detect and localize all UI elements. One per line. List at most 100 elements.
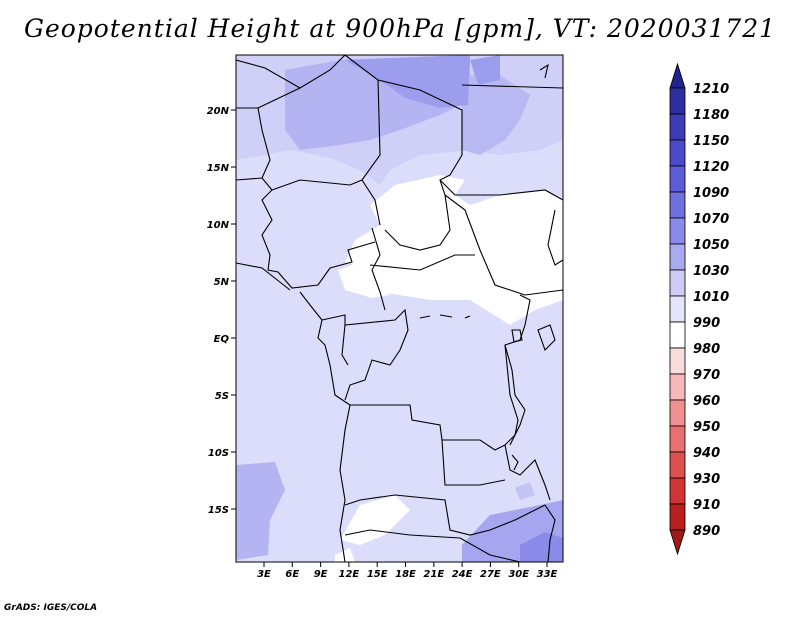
colorbar-segment (669, 217, 686, 245)
lon-tick-label: 6E (285, 569, 299, 580)
lon-axis: 3E 6E 9E 12E 15E 18E 21E 24E 27E 30E 33E (257, 562, 558, 580)
colorbar-segment (669, 425, 686, 453)
country-borders (236, 55, 563, 562)
lat-tick-label: 20N (207, 106, 230, 117)
colorbar-segment (669, 503, 686, 531)
lake-line (537, 324, 556, 352)
border-line (544, 504, 556, 562)
colorbar-label: 1070 (693, 212, 729, 227)
colorbar-segment (669, 269, 686, 297)
border-line (271, 179, 363, 191)
colorbar-segment (669, 165, 686, 193)
border-line (439, 179, 563, 201)
colorbar-bottom-arrow (669, 529, 686, 556)
field-1050-1070-se (520, 532, 563, 562)
border-line (547, 209, 563, 266)
colorbar-segment (669, 87, 686, 115)
border-line (461, 84, 563, 89)
lon-tick-label: 12E (339, 569, 360, 580)
field-1030-1050-east (462, 75, 530, 155)
colorbar-label: 890 (693, 524, 720, 539)
border-line (236, 107, 271, 181)
field-1030-1050-sw (236, 462, 285, 560)
border-line (369, 254, 475, 271)
colorbar-label: 910 (693, 498, 720, 513)
colorbar-segment (669, 451, 686, 479)
border-line (341, 324, 349, 366)
border-line (257, 87, 301, 109)
lat-tick-label: 10S (208, 448, 229, 459)
lon-tick-label: 27E (480, 569, 501, 580)
coast-line (539, 63, 549, 79)
lon-tick-label: 24E (452, 569, 473, 580)
lat-tick-label: EQ (214, 334, 230, 345)
lon-tick-label: 9E (314, 569, 328, 580)
lat-tick-label: 5S (215, 391, 229, 402)
colorbar-label: 1010 (693, 290, 729, 305)
border-line (344, 55, 381, 226)
chart-title: Geopotential Height at 900hPa [gpm], VT:… (23, 14, 777, 43)
lat-axis: 20N 15N 10N 5N EQ 5S 10S 15S (207, 106, 236, 516)
colorbar-label: 970 (693, 368, 720, 383)
colorbar-label: 1210 (693, 82, 729, 97)
colorbar-label: 930 (693, 472, 720, 487)
lat-tick-label: 15N (207, 163, 230, 174)
border-line (321, 308, 409, 401)
colorbar-segment (669, 139, 686, 167)
colorbar-label: 960 (693, 394, 720, 409)
lon-tick-label: 21E (423, 569, 444, 580)
field-1050-1070 (345, 55, 470, 108)
colorbar-label: 1150 (693, 134, 729, 149)
height-field (236, 55, 563, 562)
colorbar-label: 1030 (693, 264, 729, 279)
lon-tick-label: 18E (395, 569, 416, 580)
lon-tick-label: 33E (537, 569, 558, 580)
field-1050-1070-ne (470, 55, 500, 85)
colorbar-segment (669, 243, 686, 271)
colorbar-label: 940 (693, 446, 720, 461)
border-line (377, 79, 563, 296)
border-line (344, 494, 546, 536)
river-line (419, 314, 471, 319)
border-line (504, 294, 551, 501)
colorbar-label: 1090 (693, 186, 729, 201)
lake-line (511, 454, 519, 471)
colorbar-label: 980 (693, 342, 720, 357)
lake-line (504, 344, 526, 446)
border-line (350, 404, 506, 451)
map-frame (235, 54, 564, 563)
lon-tick-label: 30E (508, 569, 529, 580)
field-low-central (345, 175, 563, 325)
colorbar: 1210 1180 1150 1120 1090 1070 1050 1030 1010 990 9… (669, 62, 729, 556)
field-low-west (338, 262, 390, 298)
colorbar-label: 1120 (693, 160, 729, 175)
footer-credit: GrADS: IGES/COLA (4, 603, 98, 613)
lat-tick-label: 15S (208, 505, 229, 516)
border-line (384, 194, 451, 251)
colorbar-segment (669, 295, 686, 323)
lat-tick-label: 5N (214, 277, 230, 288)
lon-tick-label: 3E (257, 569, 271, 580)
colorbar-segment (669, 373, 686, 401)
colorbar-segment (669, 321, 686, 349)
border-line (459, 537, 521, 562)
field-low-south-2 (335, 548, 355, 562)
colorbar-segment (669, 113, 686, 141)
border-line (441, 439, 506, 486)
colorbar-top-arrow (669, 62, 686, 89)
colorbar-label: 1050 (693, 238, 729, 253)
border-line (261, 177, 376, 289)
lat-tick-label: 10N (207, 220, 230, 231)
colorbar-segment (669, 347, 686, 375)
colorbar-label: 950 (693, 420, 720, 435)
colorbar-label: 1180 (693, 108, 729, 123)
colorbar-segment (669, 477, 686, 505)
colorbar-segment (669, 191, 686, 219)
lake-line (511, 329, 523, 343)
border-line (371, 227, 386, 311)
coast-line (236, 262, 291, 291)
lon-tick-label: 15E (367, 569, 388, 580)
border-line (344, 529, 461, 539)
field-patch-se (515, 482, 535, 500)
